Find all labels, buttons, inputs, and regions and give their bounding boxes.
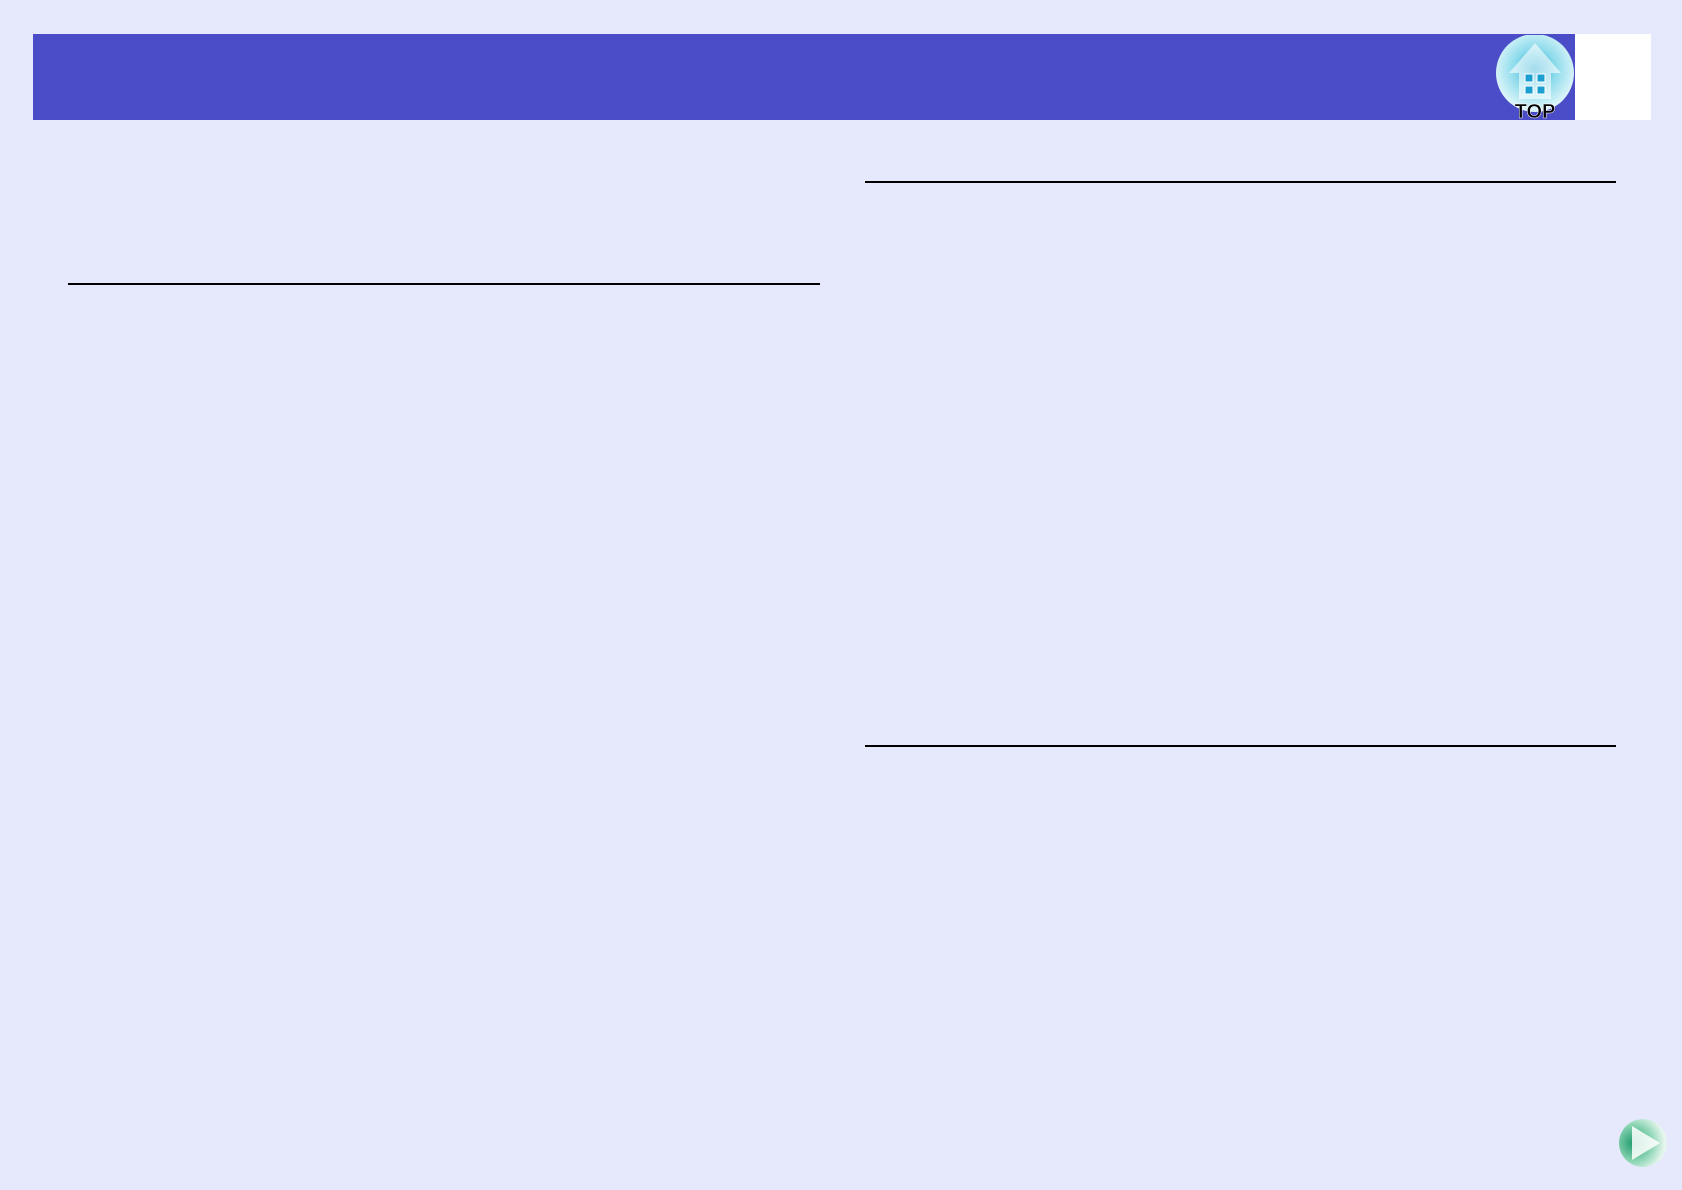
section-divider	[68, 283, 820, 285]
next-page-button[interactable]	[1618, 1118, 1668, 1168]
home-icon: TOP	[1496, 34, 1574, 123]
header-bar	[33, 34, 1575, 120]
next-page-arrow-icon	[1619, 1119, 1667, 1167]
section-divider	[865, 745, 1616, 747]
section-divider	[865, 181, 1616, 183]
top-label: TOP	[1515, 101, 1556, 120]
top-button[interactable]: TOP	[1495, 34, 1575, 123]
page-number-box	[1575, 34, 1651, 120]
